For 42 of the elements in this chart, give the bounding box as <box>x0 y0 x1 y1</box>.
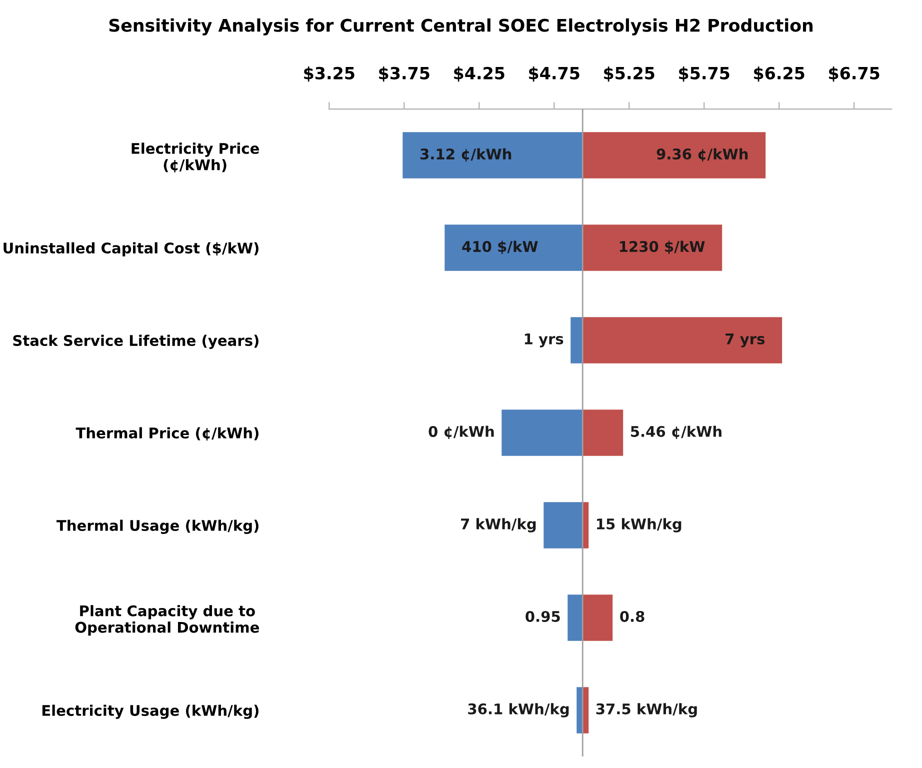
y-tick-label: Electricity Usage (kWh/kg) <box>42 704 258 719</box>
bar <box>582 594 613 641</box>
bar <box>582 224 722 271</box>
x-tick-label: $4.75 <box>529 66 580 82</box>
annotation: 0.8 <box>620 610 644 622</box>
annotation: 1230 $/kW <box>620 240 705 254</box>
annotation: 7 kWh/kg <box>461 518 536 532</box>
x-tick-label: $5.25 <box>604 66 654 82</box>
annotation: 0.95 <box>526 610 560 622</box>
x-tick-label: $6.75 <box>829 66 880 82</box>
bar <box>544 502 583 548</box>
chart-title: Sensitivity Analysis for Current Central SOEC Electrolysis H2 Production <box>109 18 813 36</box>
annotation: 7 yrs <box>726 334 765 348</box>
bar <box>582 317 782 364</box>
x-tick-label: $5.75 <box>679 66 730 82</box>
bar <box>402 132 583 178</box>
bar <box>568 594 583 641</box>
x-tick-label: $3.75 <box>379 66 430 82</box>
x-tick-label: $4.25 <box>454 66 504 82</box>
annotation: 15 kWh/kg <box>597 518 682 532</box>
annotation: 5.46 ¢/kWh <box>630 426 722 440</box>
bar <box>444 224 583 271</box>
bar <box>502 410 583 456</box>
annotation: 36.1 kWh/kg <box>468 703 569 718</box>
x-tick-label: $3.25 <box>304 66 354 82</box>
bar <box>582 410 624 456</box>
bar <box>582 132 766 178</box>
y-tick-label: Stack Service Lifetime (years) <box>13 334 258 349</box>
annotation: 0 ¢/kWh <box>428 426 494 440</box>
y-tick-label: Electricity Price (¢/kWh) <box>132 142 259 172</box>
annotation: 3.12 ¢/kWh <box>420 148 512 162</box>
y-tick-label: Uninstalled Capital Cost ($/kW) <box>4 242 258 256</box>
y-tick-label: Thermal Usage (kWh/kg) <box>56 520 258 534</box>
bar <box>576 687 583 734</box>
annotation: 9.36 ¢/kWh <box>656 148 748 162</box>
bar <box>570 317 583 364</box>
annotation: 1 yrs <box>524 334 564 348</box>
x-tick-label: $6.25 <box>754 66 804 82</box>
y-tick-label: Plant Capacity due to Operational Downtime <box>75 605 259 636</box>
y-tick-label: Thermal Price (¢/kWh) <box>76 427 258 441</box>
annotation: 410 $/kW <box>462 240 538 254</box>
annotation: 37.5 kWh/kg <box>596 703 697 718</box>
